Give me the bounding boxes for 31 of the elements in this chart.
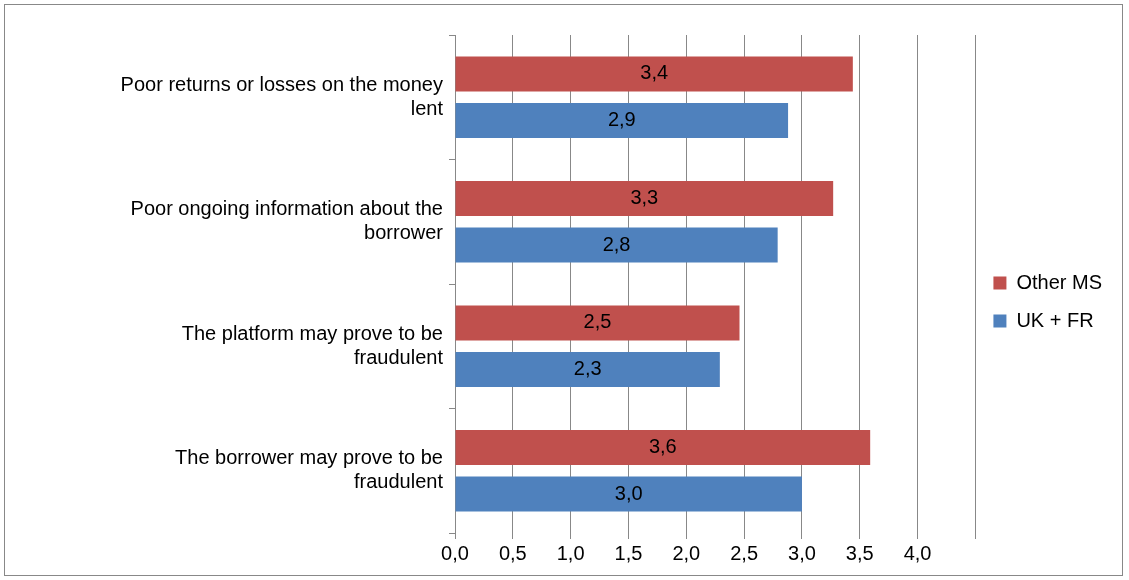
y-tick-label: The borrower may prove to be fraudulent [175, 446, 444, 493]
data-label: 2,5 [583, 310, 612, 333]
bar [455, 103, 789, 139]
y-tick-label: Poor ongoing information about the borrower [130, 197, 444, 244]
y-tick-label: Poor returns or losses on the money lent [120, 72, 444, 119]
data-label: 3,0 [614, 481, 643, 504]
x-tick-label: 1,5 [614, 541, 643, 564]
data-label: 2,9 [607, 108, 636, 131]
bar [455, 56, 853, 92]
bar [455, 476, 802, 512]
bar [455, 180, 834, 216]
y-tick-label: The platform may prove to be fraudulent [181, 321, 444, 368]
data-label: 3,3 [630, 185, 659, 208]
x-tick-label: 2,0 [672, 541, 701, 564]
data-label: 2,3 [573, 357, 602, 380]
legend-label: Other MS [1016, 270, 1102, 293]
x-tick-label: 3,0 [788, 541, 816, 564]
x-tick-label: 1,0 [556, 541, 585, 564]
x-tick-label: 0,0 [441, 541, 469, 564]
bar [455, 227, 778, 263]
bar [455, 305, 740, 341]
x-tick-label: 3,5 [845, 541, 874, 564]
data-label: 3,6 [648, 434, 677, 457]
bar [455, 429, 871, 465]
x-tick-label: 4,0 [903, 541, 932, 564]
x-tick-label: 0,5 [498, 541, 527, 564]
x-tick-label: 2,5 [730, 541, 759, 564]
data-label: 2,8 [602, 232, 631, 255]
data-label: 3,4 [640, 61, 669, 84]
bar [455, 352, 720, 388]
legend-label: UK + FR [1016, 308, 1094, 331]
